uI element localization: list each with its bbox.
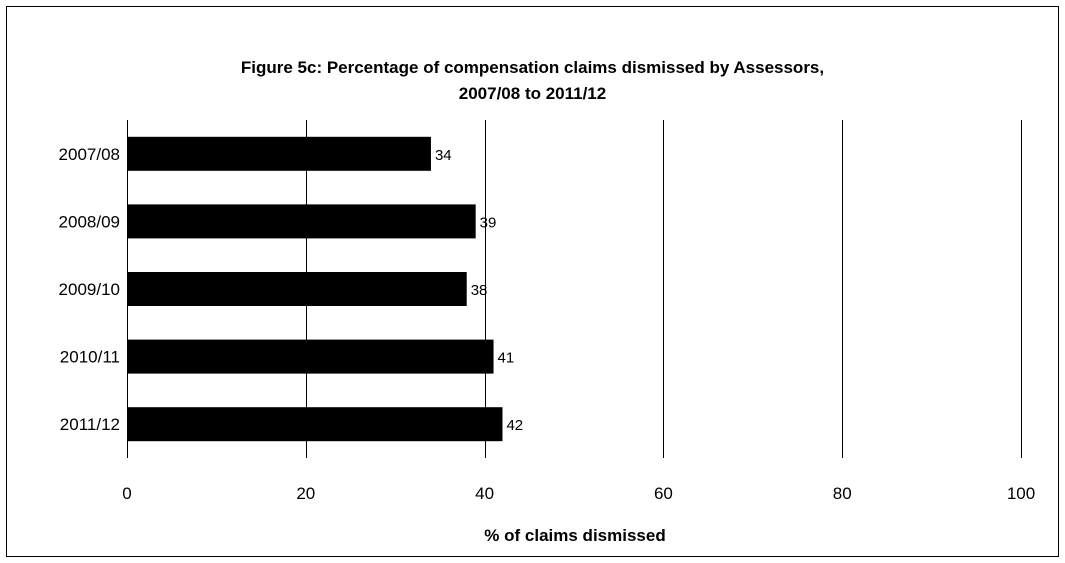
x-axis-tick-labels: 0 20 40 60 80 100 bbox=[122, 484, 1035, 503]
data-label-2011/12: 42 bbox=[506, 417, 523, 434]
bar-2007/08 bbox=[127, 136, 431, 171]
chart-title: Figure 5c: Percentage of compensation cl… bbox=[0, 55, 1065, 107]
x-tick-label-0: 0 bbox=[122, 484, 131, 503]
chart-title-line-1: Figure 5c: Percentage of compensation cl… bbox=[240, 58, 825, 77]
x-tick-label-40: 40 bbox=[475, 484, 494, 503]
x-tick-label-20: 20 bbox=[296, 484, 315, 503]
bar-2008/09 bbox=[127, 204, 476, 239]
x-axis-title: % of claims dismissed bbox=[484, 526, 665, 545]
bar-2010/11 bbox=[127, 339, 494, 374]
data-label-2009/10: 38 bbox=[471, 282, 488, 299]
data-label-2007/08: 34 bbox=[435, 147, 452, 164]
gridlines bbox=[127, 120, 1022, 458]
x-tick-label-60: 60 bbox=[654, 484, 673, 503]
y-tick-label-2011/12: 2011/12 bbox=[60, 415, 120, 434]
y-tick-label-2007/08: 2007/08 bbox=[59, 145, 120, 164]
y-axis-tick-labels: 2007/08 2008/09 2009/10 2010/11 2011/12 bbox=[59, 145, 120, 434]
data-label-2010/11: 41 bbox=[498, 350, 515, 367]
data-labels: 34 39 38 41 42 bbox=[435, 147, 523, 434]
y-tick-label-2009/10: 2009/10 bbox=[59, 280, 120, 299]
bar-2009/10 bbox=[127, 272, 467, 306]
chart-title-line-2: 2007/08 to 2011/12 bbox=[458, 84, 607, 103]
bars bbox=[127, 136, 503, 442]
x-tick-label-100: 100 bbox=[1007, 484, 1035, 503]
x-tick-label-80: 80 bbox=[833, 484, 852, 503]
y-tick-label-2010/11: 2010/11 bbox=[60, 348, 120, 367]
bar-2011/12 bbox=[127, 407, 503, 442]
data-label-2008/09: 39 bbox=[480, 214, 497, 231]
y-tick-label-2008/09: 2008/09 bbox=[59, 212, 120, 231]
